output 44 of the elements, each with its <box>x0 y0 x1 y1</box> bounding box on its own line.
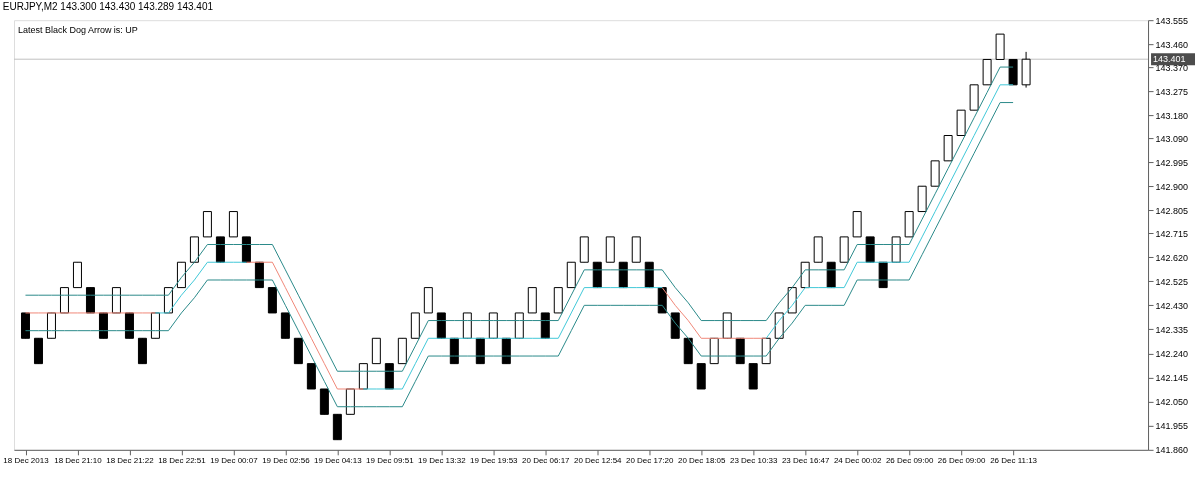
x-tick-label: 19 Dec 09:51 <box>366 456 415 466</box>
x-tick-label: 18 Dec 21:22 <box>106 456 155 466</box>
x-tick-label: 20 Dec 17:20 <box>625 456 675 466</box>
y-tick-label: 142.240 <box>1155 349 1189 359</box>
chart-title: EURJPY,M2 143.300 143.430 143.289 143.401 <box>2 1 214 13</box>
y-tick-label: 143.370 <box>1155 62 1189 73</box>
x-tick-label: 19 Dec 13:32 <box>418 456 467 466</box>
y-tick-label: 142.430 <box>1155 300 1189 311</box>
x-tick-label: 19 Dec 02:56 <box>262 456 311 466</box>
y-tick-label: 142.145 <box>1155 373 1189 384</box>
line-series <box>24 66 1014 372</box>
y-tick-label: 142.525 <box>1155 276 1189 287</box>
x-tick-label: 24 Dec 00:02 <box>833 456 882 466</box>
y-tick-label: 142.900 <box>1155 181 1189 192</box>
annotation: Latest Black Dog Arrow is: UP <box>17 25 138 36</box>
x-tick-label: 18 Dec 22:51 <box>158 456 207 466</box>
x-tick-label: 26 Dec 09:00 <box>937 456 986 466</box>
x-tick-label: 26 Dec 11:13 <box>990 456 1038 466</box>
y-tick-label: 141.955 <box>1155 421 1189 432</box>
x-tick-label: 26 Dec 09:00 <box>885 456 934 466</box>
x-tick-label: 18 Dec 21:10 <box>54 456 103 466</box>
y-tick-label: 143.460 <box>1155 39 1189 50</box>
line-series <box>24 102 1014 408</box>
y-tick-label: 142.995 <box>1155 157 1189 168</box>
x-tick-label: 20 Dec 18:05 <box>677 456 727 466</box>
x-tick-label: 23 Dec 10:33 <box>729 456 779 466</box>
x-tick-label: 20 Dec 06:17 <box>522 456 571 466</box>
y-tick-label: 142.715 <box>1155 228 1189 239</box>
y-tick-label: 143.090 <box>1155 133 1189 144</box>
y-tick-label: 143.555 <box>1155 15 1189 26</box>
ref-line-label: 143.401 <box>1153 54 1186 65</box>
y-tick-label: 143.275 <box>1155 86 1189 97</box>
x-tick-label: 18 Dec 2013 <box>3 456 50 466</box>
y-tick-label: 142.050 <box>1155 397 1189 408</box>
x-tick-label: 19 Dec 19:53 <box>470 456 519 466</box>
y-tick-label: 141.860 <box>1155 445 1189 456</box>
x-tick-label: 20 Dec 12:54 <box>574 456 623 466</box>
x-tick-label: 19 Dec 00:07 <box>210 456 259 466</box>
x-tick-label: 19 Dec 04:13 <box>314 456 363 466</box>
x-tick-label: 23 Dec 16:47 <box>781 456 830 466</box>
y-tick-label: 142.335 <box>1155 324 1189 335</box>
y-tick-label: 142.805 <box>1155 205 1189 216</box>
y-tick-label: 143.180 <box>1155 110 1189 121</box>
y-tick-label: 142.620 <box>1155 252 1189 263</box>
